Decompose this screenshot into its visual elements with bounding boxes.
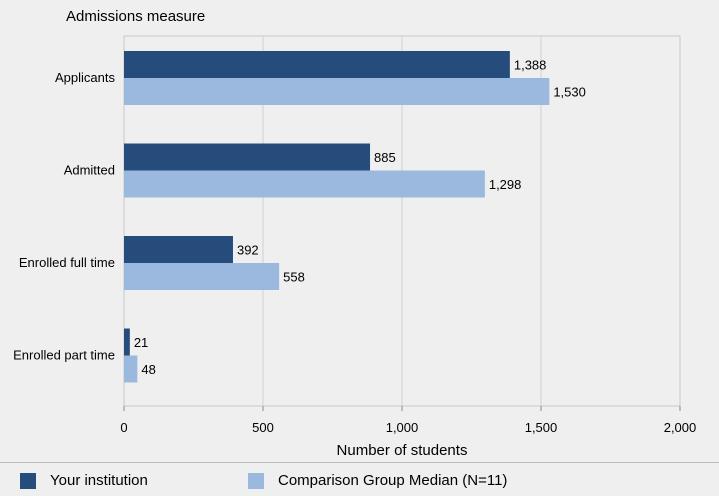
bar: [124, 78, 550, 105]
bar: [124, 328, 130, 356]
bar: [124, 51, 510, 78]
legend-item-your-institution: Your institution: [20, 472, 148, 489]
bar: [124, 170, 485, 198]
y-tick-label: Admitted: [64, 163, 115, 178]
legend-swatch: [248, 472, 264, 489]
data-label: 558: [283, 270, 305, 285]
chart-title: Admissions measure: [66, 8, 205, 25]
data-label: 392: [237, 243, 259, 258]
legend-label: Your institution: [50, 472, 148, 489]
data-label: 1,388: [514, 58, 547, 73]
legend: Your institution Comparison Group Median…: [0, 462, 719, 496]
bar: [124, 263, 280, 290]
x-tick-label: 1,500: [525, 420, 558, 435]
legend-item-comparison-median: Comparison Group Median (N=11): [248, 472, 507, 489]
data-label: 885: [374, 150, 396, 165]
data-label: 21: [134, 335, 148, 350]
labels: 0 500 1,000 1,500 2,000 Applicants 1,388 1,530 A…: [13, 58, 696, 436]
y-tick-label: Applicants: [55, 70, 115, 85]
bars: [124, 51, 550, 383]
x-tick-label: 1,000: [386, 420, 419, 435]
x-axis-label: Number of students: [337, 442, 468, 459]
bar: [124, 143, 371, 171]
y-tick-label: Enrolled part time: [13, 348, 115, 363]
bar-chart: Admissions measure 0 500 1,000 1,500 2,000 Ap…: [13, 8, 696, 459]
data-label: 1,530: [553, 85, 586, 100]
bar: [124, 236, 233, 263]
data-label: 1,298: [489, 177, 522, 192]
x-tick-label: 500: [252, 420, 274, 435]
bar: [124, 355, 138, 383]
legend-swatch: [20, 472, 36, 489]
x-tick-label: 2,000: [664, 420, 697, 435]
x-tick-label: 0: [120, 420, 127, 435]
legend-label: Comparison Group Median (N=11): [278, 472, 508, 489]
y-tick-label: Enrolled full time: [19, 255, 115, 270]
data-label: 48: [141, 362, 155, 377]
